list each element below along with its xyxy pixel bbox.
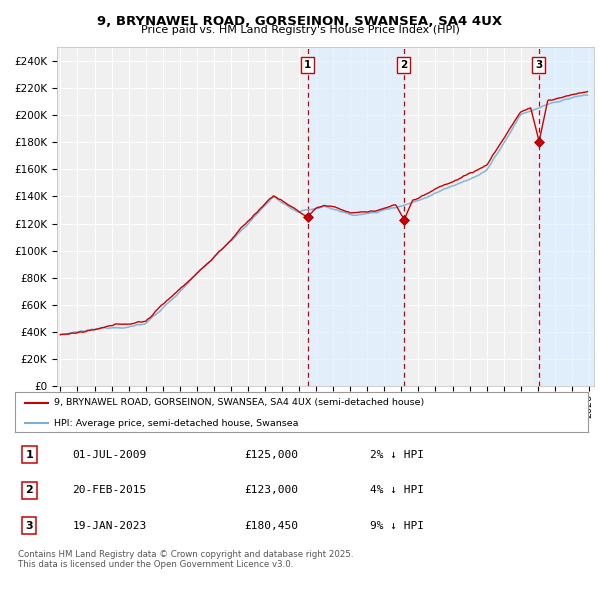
Text: Contains HM Land Registry data © Crown copyright and database right 2025.
This d: Contains HM Land Registry data © Crown c…: [18, 550, 353, 569]
Text: 4% ↓ HPI: 4% ↓ HPI: [370, 486, 424, 495]
Bar: [539, 47, 598, 386]
Text: 20-FEB-2015: 20-FEB-2015: [73, 486, 146, 495]
Text: £180,450: £180,450: [244, 521, 298, 531]
Text: £123,000: £123,000: [244, 486, 298, 495]
Text: £125,000: £125,000: [244, 450, 298, 460]
Text: 2: 2: [25, 486, 33, 495]
Text: 3: 3: [535, 60, 542, 70]
Text: 1: 1: [304, 60, 311, 70]
Text: HPI: Average price, semi-detached house, Swansea: HPI: Average price, semi-detached house,…: [54, 418, 298, 428]
Text: Price paid vs. HM Land Registry's House Price Index (HPI): Price paid vs. HM Land Registry's House …: [140, 25, 460, 35]
Text: 9% ↓ HPI: 9% ↓ HPI: [370, 521, 424, 531]
Text: 1: 1: [25, 450, 33, 460]
Text: 01-JUL-2009: 01-JUL-2009: [73, 450, 146, 460]
Bar: [535, 47, 598, 386]
Text: 2: 2: [400, 60, 407, 70]
Text: 2% ↓ HPI: 2% ↓ HPI: [370, 450, 424, 460]
Text: 19-JAN-2023: 19-JAN-2023: [73, 521, 146, 531]
Text: 9, BRYNAWEL ROAD, GORSEINON, SWANSEA, SA4 4UX: 9, BRYNAWEL ROAD, GORSEINON, SWANSEA, SA…: [97, 15, 503, 28]
Bar: [308, 47, 404, 386]
Text: 9, BRYNAWEL ROAD, GORSEINON, SWANSEA, SA4 4UX (semi-detached house): 9, BRYNAWEL ROAD, GORSEINON, SWANSEA, SA…: [54, 398, 424, 408]
Text: 3: 3: [26, 521, 33, 531]
